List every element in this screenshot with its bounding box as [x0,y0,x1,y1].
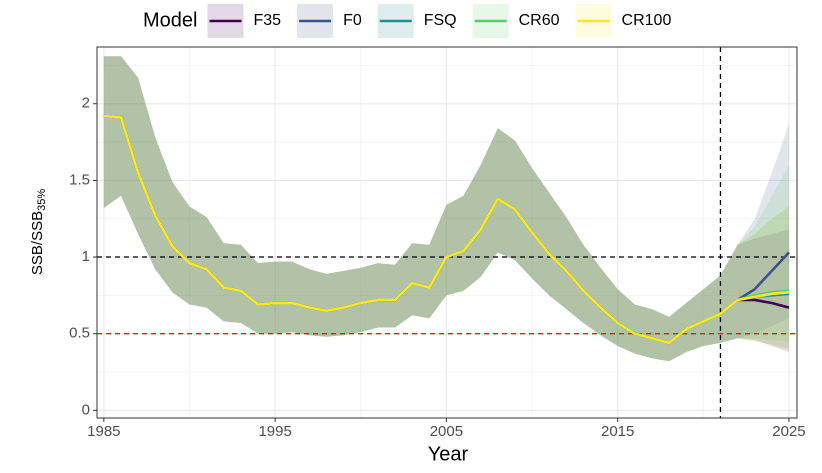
y-tick-label: 1.5 [69,171,90,188]
y-tick-label: 0 [82,401,90,418]
x-tick-label: 1985 [87,423,120,440]
legend: Model F35 F0 FSQ CR60 CR100 [143,4,671,38]
y-tick-label: 2 [82,95,90,112]
confidence-band [103,56,789,362]
confidence-band [103,56,789,362]
y-axis-title: SSB/SSB35% [29,189,48,275]
legend-label: F35 [253,12,281,29]
y-tick-label: 1 [82,248,90,265]
y-axis-title-main: SSB/SSB [29,211,46,275]
plot-area [97,47,797,418]
legend-label: CR100 [622,12,672,29]
x-tick-label: 1995 [258,423,291,440]
confidence-band [103,56,789,362]
x-axis-title: Year [428,443,469,465]
series-line [103,114,790,345]
legend-label: F0 [343,12,362,29]
confidence-band [103,56,789,362]
legend-label: FSQ [424,12,457,29]
bands [103,56,789,362]
legend-title: Model [143,9,197,31]
y-axis-title-sub: 35% [36,189,48,211]
x-tick-label: 2025 [772,423,805,440]
panel-border [96,46,798,419]
y-tick-label: 0.5 [69,325,90,342]
x-tick-label: 2015 [601,423,634,440]
legend-label: CR60 [519,12,560,29]
x-tick-label: 2005 [430,423,463,440]
confidence-band [103,56,789,362]
